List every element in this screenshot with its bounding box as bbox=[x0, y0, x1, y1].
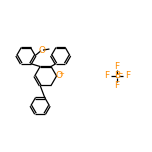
Text: F: F bbox=[114, 81, 120, 90]
Text: O: O bbox=[56, 71, 63, 81]
Text: B: B bbox=[114, 71, 120, 81]
Text: +: + bbox=[58, 71, 64, 77]
Text: F: F bbox=[114, 62, 120, 71]
Text: F: F bbox=[104, 71, 109, 81]
Text: −: − bbox=[116, 69, 123, 78]
Text: F: F bbox=[125, 71, 130, 81]
Text: O: O bbox=[38, 46, 45, 55]
